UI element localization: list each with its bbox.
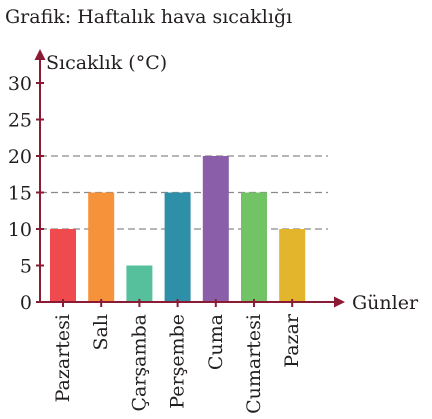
y-tick-labels: 0 5 10 15 20 25 30 — [8, 73, 44, 314]
x-tick-label: Pazartesi — [52, 314, 74, 402]
bar — [164, 192, 191, 302]
x-tick-label: Cuma — [205, 314, 227, 370]
y-tick-label: 20 — [8, 146, 32, 168]
bar — [88, 192, 115, 302]
x-tick-label: Çarşamba — [128, 314, 150, 412]
bar — [279, 229, 306, 302]
axes — [34, 49, 345, 308]
x-tick-label: Cumartesi — [243, 314, 265, 414]
y-tick-label: 15 — [8, 183, 32, 205]
x-axis-title: Günler — [352, 292, 419, 314]
y-tick-label: 25 — [8, 110, 32, 132]
y-axis-title: Sıcaklık (°C) — [46, 52, 167, 74]
y-tick-label: 10 — [8, 219, 32, 241]
x-tick-labels: Pazartesi Salı Çarşamba Perşembe Cuma Cumarte… — [52, 299, 303, 414]
bar — [50, 229, 76, 302]
x-tick-label: Perşembe — [167, 314, 189, 409]
y-tick-label: 5 — [20, 256, 32, 278]
y-axis-arrow — [34, 49, 46, 60]
y-tick-label: 0 — [20, 292, 32, 314]
y-tick-label: 30 — [8, 73, 32, 95]
bar — [126, 265, 153, 302]
bars — [50, 156, 306, 302]
x-tick-label: Salı — [90, 314, 112, 351]
x-tick-label: Pazar — [281, 313, 303, 368]
figure-caption: Grafik: Haftalık hava sıcaklığı — [5, 6, 293, 28]
x-axis-arrow — [334, 296, 345, 308]
bar — [202, 156, 229, 302]
bar — [241, 192, 267, 302]
